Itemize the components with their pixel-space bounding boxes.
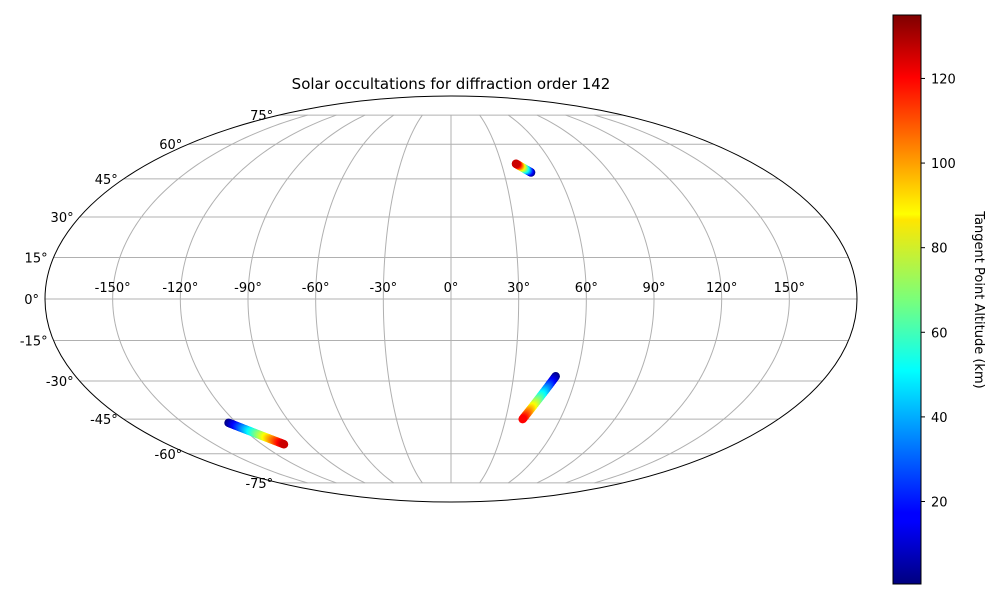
longitude-tick-label: 120° [706, 281, 737, 296]
latitude-tick-label: 45° [95, 173, 118, 188]
track-point [279, 440, 289, 449]
graticule-grid [45, 114, 857, 484]
colorbar: 20 40 60 80 100 120 Tangent Point Altitude (k… [892, 14, 986, 585]
longitude-tick-label: 90° [642, 281, 665, 296]
latitude-tick-label: 0° [24, 293, 39, 308]
map-boundary [44, 95, 858, 503]
latitude-tick-label: 60° [159, 138, 182, 153]
colorbar-tick-label: 120 [931, 72, 956, 87]
latitude-tick-label: 15° [25, 251, 48, 266]
latitude-tick-label: 75° [250, 109, 273, 124]
longitude-tick-label: -60° [302, 281, 330, 296]
occultation-tracks [224, 159, 560, 449]
colorbar-tick-label: 20 [931, 496, 948, 511]
track-point [511, 159, 521, 168]
chart-title: Solar occultations for diffraction order… [292, 75, 611, 93]
longitude-tick-label: -120° [162, 281, 198, 296]
colorbar-ticks: 20 40 60 80 100 120 [921, 72, 956, 511]
colorbar-tick-label: 80 [931, 242, 948, 257]
longitude-tick-label: -30° [369, 281, 397, 296]
longitude-tick-label: 30° [507, 281, 530, 296]
track-point [518, 414, 527, 424]
longitude-tick-labels: -150° -120° -90° -60° -30° 0° 30° 60° 90° 120° 150… [95, 281, 805, 296]
longitude-tick-label: 60° [575, 281, 598, 296]
latitude-tick-label: -15° [20, 335, 48, 350]
colorbar-label: Tangent Point Altitude (km) [971, 210, 986, 388]
latitude-tick-labels: 75° 60° 45° 30° 15° 0° -15° -30° -45° -60° -75° [20, 109, 273, 492]
latitude-tick-label: -30° [46, 375, 74, 390]
latitude-tick-label: 30° [51, 211, 74, 226]
latitude-tick-label: -75° [245, 477, 273, 492]
longitude-tick-label: -90° [234, 281, 262, 296]
colorbar-tick-label: 100 [931, 157, 956, 172]
colorbar-gradient [892, 14, 922, 585]
colorbar-tick-label: 40 [931, 411, 948, 426]
colorbar-tick-label: 60 [931, 326, 948, 341]
longitude-tick-label: 0° [444, 281, 459, 296]
longitude-tick-label: 150° [774, 281, 805, 296]
latitude-tick-label: -60° [155, 448, 183, 463]
latitude-tick-label: -45° [90, 413, 118, 428]
longitude-tick-label: -150° [95, 281, 131, 296]
